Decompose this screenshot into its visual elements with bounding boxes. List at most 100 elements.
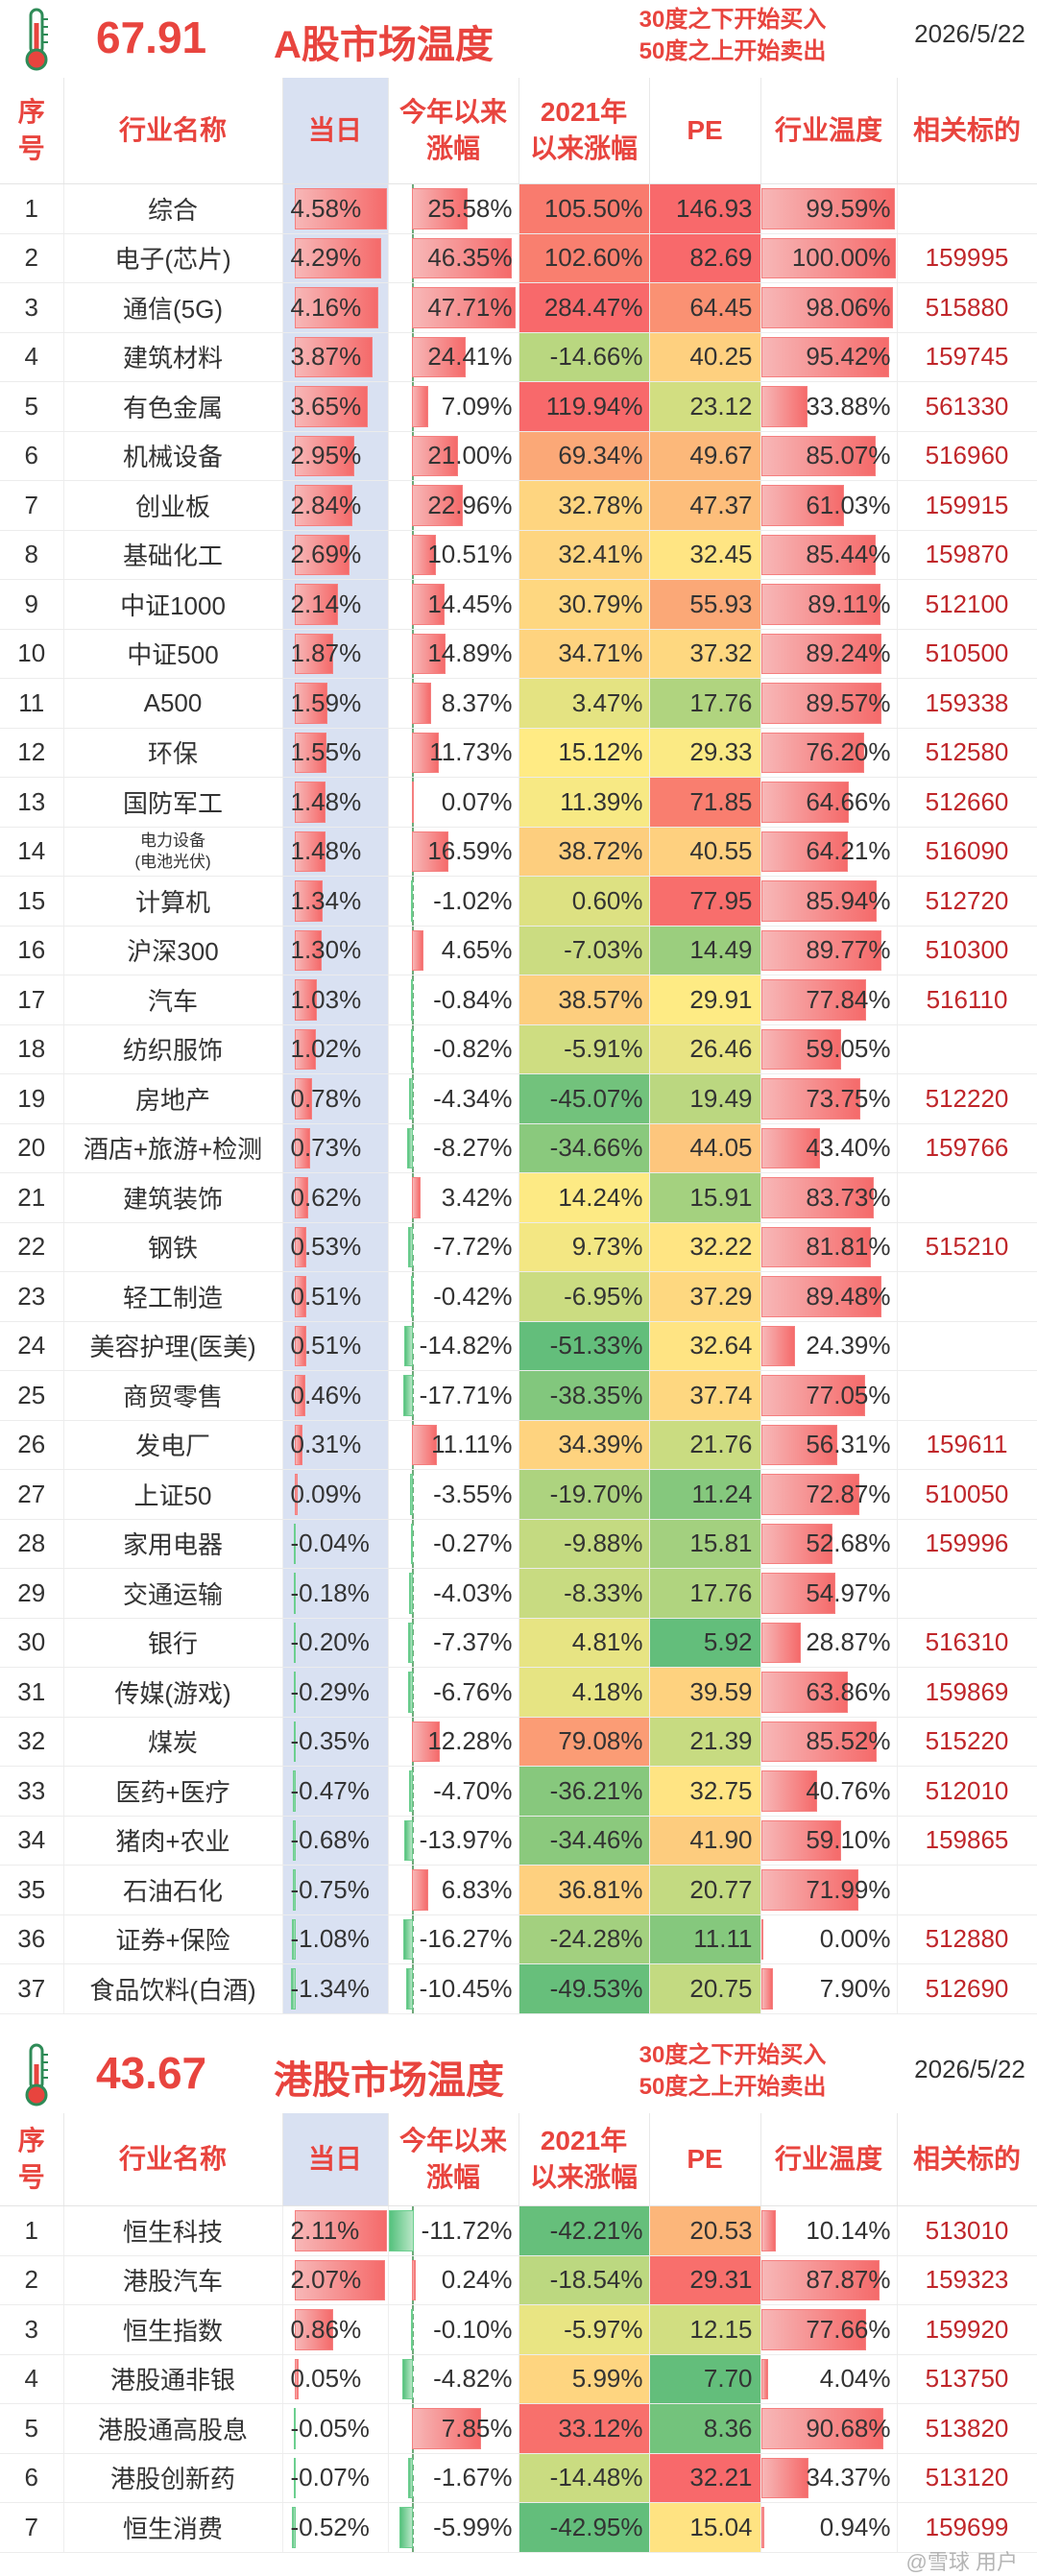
day-change-bar xyxy=(294,1028,317,1070)
day-change-value: 2.84% xyxy=(290,490,362,519)
industry-temperature-cell: 54.97% xyxy=(760,1568,898,1619)
date: 2026/5/22 xyxy=(914,19,1025,48)
day-change-bar xyxy=(292,1819,297,1861)
since-2021-change: -8.33% xyxy=(518,1568,650,1619)
day-change-value: 4.29% xyxy=(290,243,362,273)
since-2021-change: -18.54% xyxy=(518,2255,650,2305)
industry-name: 创业板 xyxy=(63,480,283,531)
ytd-change-bar xyxy=(410,880,414,922)
related-target-code: 510500 xyxy=(897,629,1037,679)
table-row: 24 美容护理(医美) 0.51% -14.82% -51.33% 32.64 24.39% xyxy=(0,1321,1037,1371)
ytd-change-value: 6.83% xyxy=(441,1874,513,1904)
ytd-change-bar xyxy=(411,188,469,229)
day-change-cell: 0.53% xyxy=(282,1222,389,1272)
industry-temperature-bar xyxy=(760,732,864,773)
row-index: 34 xyxy=(0,1816,64,1866)
industry-name: 医药+医疗 xyxy=(63,1766,283,1817)
pe-value: 37.74 xyxy=(649,1370,761,1421)
ytd-change-cell: -16.27% xyxy=(388,1914,519,1964)
ytd-change-cell: 47.71% xyxy=(388,282,519,333)
day-change-value: 0.73% xyxy=(290,1133,362,1163)
industry-temperature-value: 90.68% xyxy=(806,2413,891,2443)
row-index: 9 xyxy=(0,579,64,630)
day-change-bar xyxy=(294,2408,297,2449)
since-2021-change: 30.79% xyxy=(518,579,650,630)
table-row: 23 轻工制造 0.51% -0.42% -6.95% 37.29 89.48% xyxy=(0,1271,1037,1322)
industry-temperature-bar xyxy=(760,1968,774,2010)
pe-value: 26.46 xyxy=(649,1024,761,1074)
related-target-code: 159338 xyxy=(897,678,1037,729)
day-change-bar xyxy=(294,2259,385,2300)
ytd-change-value: 10.51% xyxy=(427,540,513,569)
industry-name: 电子(芯片) xyxy=(63,233,283,283)
ytd-change-bar xyxy=(388,2210,414,2251)
day-change-bar xyxy=(294,683,328,724)
table-row: 31 传媒(游戏) -0.29% -6.76% 4.18% 39.59 63.86% 1598… xyxy=(0,1667,1037,1718)
column-header: 当日 xyxy=(282,2113,389,2206)
column-header: 2021年 以来涨幅 xyxy=(518,78,650,184)
row-index: 37 xyxy=(0,1963,64,2014)
industry-temperature-value: 52.68% xyxy=(806,1529,891,1558)
industry-name: 汽车 xyxy=(63,975,283,1025)
since-2021-change: 4.81% xyxy=(518,1618,650,1668)
row-index: 6 xyxy=(0,2453,64,2503)
pe-value: 77.95 xyxy=(649,876,761,927)
day-change-bar xyxy=(293,1672,297,1713)
related-target-code: 159870 xyxy=(897,530,1037,580)
rule-buy: 30度之下开始买入 xyxy=(639,2042,827,2068)
pe-value: 39.59 xyxy=(649,1667,761,1718)
since-2021-change: -7.03% xyxy=(518,926,650,975)
related-target-code: 510300 xyxy=(897,926,1037,975)
pe-value: 71.85 xyxy=(649,777,761,828)
ytd-change-bar xyxy=(411,683,432,724)
industry-name: 环保 xyxy=(63,728,283,778)
table-row: 8 基础化工 2.69% 10.51% 32.41% 32.45 85.44% 159870 xyxy=(0,530,1037,580)
ytd-change-cell: -0.42% xyxy=(388,1271,519,1322)
day-change-cell: -1.34% xyxy=(282,1963,389,2014)
day-change-cell: 0.05% xyxy=(282,2354,389,2404)
industry-temperature-bar xyxy=(760,1177,875,1218)
ytd-change-value: -6.76% xyxy=(433,1676,513,1706)
industry-temperature-bar xyxy=(760,2259,880,2300)
industry-temperature-bar xyxy=(760,1721,877,1762)
industry-temperature-value: 43.40% xyxy=(806,1133,891,1163)
industry-temperature-bar xyxy=(760,782,849,823)
row-index: 33 xyxy=(0,1766,64,1817)
day-change-cell: 0.86% xyxy=(282,2304,389,2355)
pe-value: 32.45 xyxy=(649,530,761,580)
table-row: 7 创业板 2.84% 22.96% 32.78% 47.37 61.03% 159915 xyxy=(0,480,1037,531)
industry-temperature-bar xyxy=(760,2210,777,2251)
ytd-change-cell: -14.82% xyxy=(388,1321,519,1371)
related-target-code: 159865 xyxy=(897,1816,1037,1866)
industry-temperature-value: 89.48% xyxy=(806,1281,891,1311)
industry-temperature-bar xyxy=(760,831,849,872)
ytd-change-cell: -7.37% xyxy=(388,1618,519,1668)
ytd-change-cell: -11.72% xyxy=(388,2205,519,2256)
industry-temperature-value: 64.21% xyxy=(806,836,891,866)
row-index: 22 xyxy=(0,1222,64,1272)
day-change-cell: -0.52% xyxy=(282,2502,389,2553)
row-index: 2 xyxy=(0,2255,64,2305)
industry-name: 港股创新药 xyxy=(63,2453,283,2503)
ytd-change-bar xyxy=(411,633,446,674)
industry-temperature-value: 89.24% xyxy=(806,638,891,668)
industry-temperature-value: 89.11% xyxy=(808,589,891,618)
table-row: 1 综合 4.58% 25.58% 105.50% 146.93 99.59% xyxy=(0,183,1037,234)
related-target-code: 516310 xyxy=(897,1618,1037,1668)
pe-value: 17.76 xyxy=(649,678,761,729)
pe-value: 23.12 xyxy=(649,381,761,432)
ytd-change-value: -13.97% xyxy=(419,1825,513,1855)
column-header: PE xyxy=(649,2113,761,2206)
ytd-change-value: 46.35% xyxy=(427,243,513,273)
industry-name: 通信(5G) xyxy=(63,282,283,333)
pe-value: 82.69 xyxy=(649,233,761,283)
ytd-change-bar xyxy=(402,1375,414,1416)
industry-name: 酒店+旅游+检测 xyxy=(63,1123,283,1173)
related-target-code xyxy=(897,1321,1037,1371)
industry-temperature-value: 63.86% xyxy=(806,1676,891,1706)
industry-temperature-value: 59.10% xyxy=(806,1825,891,1855)
day-change-cell: 0.62% xyxy=(282,1172,389,1223)
table-row: 3 恒生指数 0.86% -0.10% -5.97% 12.15 77.66% 159920 xyxy=(0,2304,1037,2355)
day-change-cell: 0.51% xyxy=(282,1271,389,1322)
day-change-value: 0.05% xyxy=(290,2364,362,2394)
